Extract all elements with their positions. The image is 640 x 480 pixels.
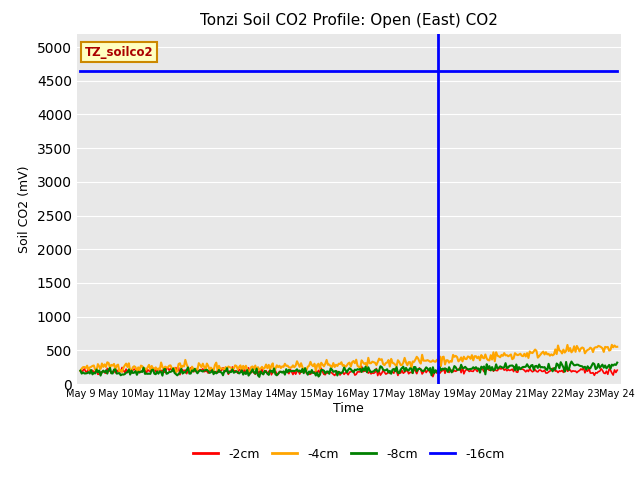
-2cm bbox=[141, 367, 149, 372]
-2cm bbox=[469, 369, 477, 374]
-16cm bbox=[613, 68, 621, 73]
-4cm bbox=[608, 342, 616, 348]
-2cm bbox=[289, 372, 297, 377]
Line: -8cm: -8cm bbox=[81, 361, 617, 377]
Text: TZ_soilco2: TZ_soilco2 bbox=[85, 46, 154, 59]
Title: Tonzi Soil CO2 Profile: Open (East) CO2: Tonzi Soil CO2 Profile: Open (East) CO2 bbox=[200, 13, 498, 28]
-8cm bbox=[255, 374, 263, 380]
-4cm bbox=[77, 368, 84, 374]
Line: -2cm: -2cm bbox=[81, 366, 617, 377]
Y-axis label: Soil CO2 (mV): Soil CO2 (mV) bbox=[19, 165, 31, 252]
-8cm bbox=[291, 368, 298, 374]
-4cm bbox=[253, 368, 260, 374]
-8cm bbox=[141, 371, 149, 377]
-16cm bbox=[77, 68, 84, 73]
-8cm bbox=[568, 359, 575, 364]
X-axis label: Time: Time bbox=[333, 402, 364, 415]
-16cm bbox=[414, 68, 422, 73]
-2cm bbox=[467, 368, 474, 373]
-16cm bbox=[464, 68, 472, 73]
-16cm bbox=[289, 68, 297, 73]
-2cm bbox=[613, 367, 621, 373]
-2cm bbox=[429, 374, 436, 380]
Line: -4cm: -4cm bbox=[81, 345, 617, 372]
-8cm bbox=[415, 366, 423, 372]
-4cm bbox=[291, 364, 298, 370]
-8cm bbox=[77, 368, 84, 373]
-2cm bbox=[358, 363, 365, 369]
-8cm bbox=[252, 371, 259, 376]
-8cm bbox=[468, 366, 476, 372]
-8cm bbox=[465, 366, 473, 372]
-2cm bbox=[415, 365, 423, 371]
-4cm bbox=[415, 359, 423, 364]
-4cm bbox=[172, 370, 180, 375]
-16cm bbox=[467, 68, 474, 73]
-2cm bbox=[77, 368, 84, 373]
-4cm bbox=[465, 354, 473, 360]
-2cm bbox=[252, 372, 259, 377]
Legend: -2cm, -4cm, -8cm, -16cm: -2cm, -4cm, -8cm, -16cm bbox=[188, 443, 509, 466]
-16cm bbox=[141, 68, 149, 73]
-4cm bbox=[141, 365, 149, 371]
-4cm bbox=[468, 352, 476, 358]
-4cm bbox=[613, 344, 621, 349]
-8cm bbox=[613, 360, 621, 365]
-16cm bbox=[252, 68, 259, 73]
